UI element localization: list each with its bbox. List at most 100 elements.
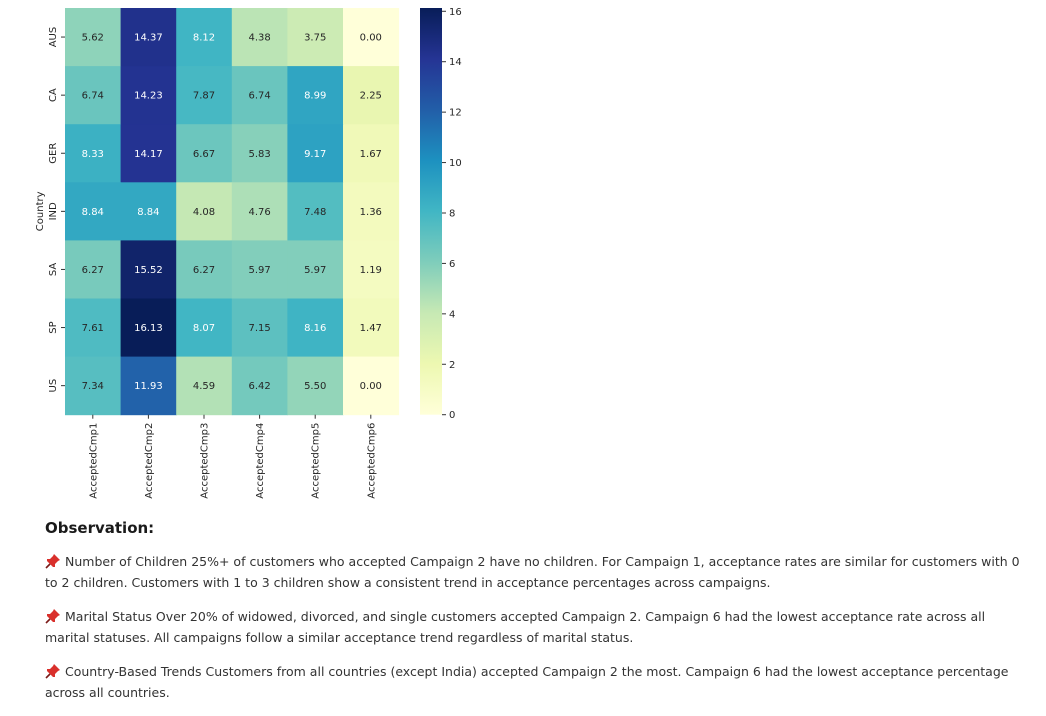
heatmap-cell <box>287 182 344 241</box>
heatmap-cell <box>231 66 288 125</box>
observation-section: Observation: Number of Children 25%+ of … <box>45 515 1020 716</box>
heatmap-cell <box>343 8 400 67</box>
cell-value-label: 2.25 <box>360 91 382 102</box>
heatmap-svg: 5.62 14.37 8.12 4.38 3.75 0.00 6.74 14.23 7.87 6.… <box>35 7 462 499</box>
y-axis-label: Country <box>35 191 46 231</box>
cell-value-label: 8.84 <box>82 207 104 218</box>
cell-value-label: 11.93 <box>134 381 163 392</box>
y-tick-label: US <box>48 379 59 393</box>
heatmap-cell <box>176 182 233 241</box>
heatmap-cell <box>120 124 177 183</box>
cell-value-label: 16.13 <box>134 323 163 334</box>
colorbar-tick-label: 0 <box>449 410 455 421</box>
heatmap-cell <box>287 298 344 358</box>
heatmap-cell <box>176 240 233 299</box>
colorbar-tick-label: 14 <box>449 57 462 68</box>
cell-value-label: 8.33 <box>82 149 104 160</box>
cell-value-label: 4.76 <box>248 207 270 218</box>
heatmap-cell <box>65 8 122 67</box>
cell-value-label: 7.87 <box>193 91 215 102</box>
cell-value-label: 5.97 <box>304 265 326 276</box>
y-tick-label: CA <box>48 88 59 102</box>
heatmap-cell <box>65 66 122 125</box>
cell-value-label: 4.08 <box>193 207 215 218</box>
heatmap-cell <box>231 356 288 416</box>
heatmap-cell <box>120 298 177 358</box>
cell-value-label: 1.47 <box>360 323 382 334</box>
cell-value-label: 0.00 <box>360 33 382 44</box>
x-tick-label: AcceptedCmp1 <box>88 423 99 499</box>
cell-value-label: 6.27 <box>82 265 104 276</box>
cell-value-label: 0.00 <box>360 381 382 392</box>
y-tick-label: SP <box>48 321 59 333</box>
heatmap-cell <box>343 356 400 416</box>
cell-value-label: 7.15 <box>248 323 270 334</box>
colorbar-tick-label: 12 <box>449 108 462 119</box>
heatmap-cell <box>120 240 177 299</box>
heatmap-cell <box>176 298 233 358</box>
cell-value-label: 1.36 <box>360 207 382 218</box>
cell-value-label: 3.75 <box>304 33 326 44</box>
heatmap-cell <box>343 66 400 125</box>
x-tick-label: AcceptedCmp3 <box>200 423 211 499</box>
x-tick-label: AcceptedCmp2 <box>144 423 155 499</box>
observation-text: Country-Based Trends Customers from all … <box>45 664 1009 700</box>
heatmap-cell <box>120 356 177 416</box>
colorbar-tick-label: 6 <box>449 259 455 270</box>
heatmap-cell <box>176 124 233 183</box>
heatmap-cell <box>65 298 122 358</box>
heatmap-cell <box>287 8 344 67</box>
heatmap-cell <box>343 240 400 299</box>
heatmap-cell <box>120 66 177 125</box>
x-tick-label: AcceptedCmp4 <box>255 423 266 499</box>
y-tick-label: IND <box>48 202 59 220</box>
cell-value-label: 6.74 <box>248 91 270 102</box>
heatmap-cell <box>65 356 122 416</box>
pushpin-icon <box>45 554 60 569</box>
cell-value-label: 7.61 <box>82 323 104 334</box>
heatmap-cell <box>176 8 233 67</box>
y-tick-label: AUS <box>48 27 59 48</box>
colorbar-tick-label: 8 <box>449 208 455 219</box>
cell-value-label: 8.99 <box>304 91 326 102</box>
y-tick-label: GER <box>48 143 59 164</box>
y-tick-label: SA <box>48 263 59 277</box>
colorbar-tick-label: 10 <box>449 158 462 169</box>
cell-value-label: 4.59 <box>193 381 215 392</box>
x-tick-label: AcceptedCmp5 <box>311 423 322 499</box>
heatmap-cell <box>343 298 400 358</box>
heatmap-cell <box>65 240 122 299</box>
cell-value-label: 5.62 <box>82 33 104 44</box>
heatmap-cell <box>287 240 344 299</box>
cell-value-label: 1.67 <box>360 149 382 160</box>
colorbar <box>420 8 442 415</box>
heatmap-cell <box>176 356 233 416</box>
cell-value-label: 5.83 <box>248 149 270 160</box>
heatmap-cell <box>231 240 288 299</box>
heatmap-cell <box>231 124 288 183</box>
cell-value-label: 15.52 <box>134 265 163 276</box>
cell-value-label: 1.19 <box>360 265 382 276</box>
observation-item-country: Country-Based Trends Customers from all … <box>45 661 1020 703</box>
pushpin-icon <box>45 609 60 624</box>
heatmap-chart: 5.62 14.37 8.12 4.38 3.75 0.00 6.74 14.23 7.87 6.… <box>0 0 520 510</box>
pushpin-icon <box>45 664 60 679</box>
cell-value-label: 7.48 <box>304 207 326 218</box>
observation-item-marital: Marital Status Over 20% of widowed, divo… <box>45 606 1020 648</box>
heatmap-cell <box>231 182 288 241</box>
cell-value-label: 8.12 <box>193 33 215 44</box>
heatmap-cell <box>343 124 400 183</box>
heatmap-cell <box>120 8 177 67</box>
heatmap-cell <box>176 66 233 125</box>
colorbar-tick-label: 2 <box>449 360 455 371</box>
observation-text: Marital Status Over 20% of widowed, divo… <box>45 609 986 645</box>
heatmap-cell <box>120 182 177 241</box>
cell-value-label: 5.50 <box>304 381 326 392</box>
cell-value-label: 6.42 <box>248 381 270 392</box>
heatmap-cell <box>65 182 122 241</box>
cell-value-label: 5.97 <box>248 265 270 276</box>
colorbar-tick-label: 4 <box>449 309 455 320</box>
cell-value-label: 8.16 <box>304 323 326 334</box>
cell-value-label: 14.23 <box>134 91 163 102</box>
colorbar-tick-label: 16 <box>449 7 462 18</box>
